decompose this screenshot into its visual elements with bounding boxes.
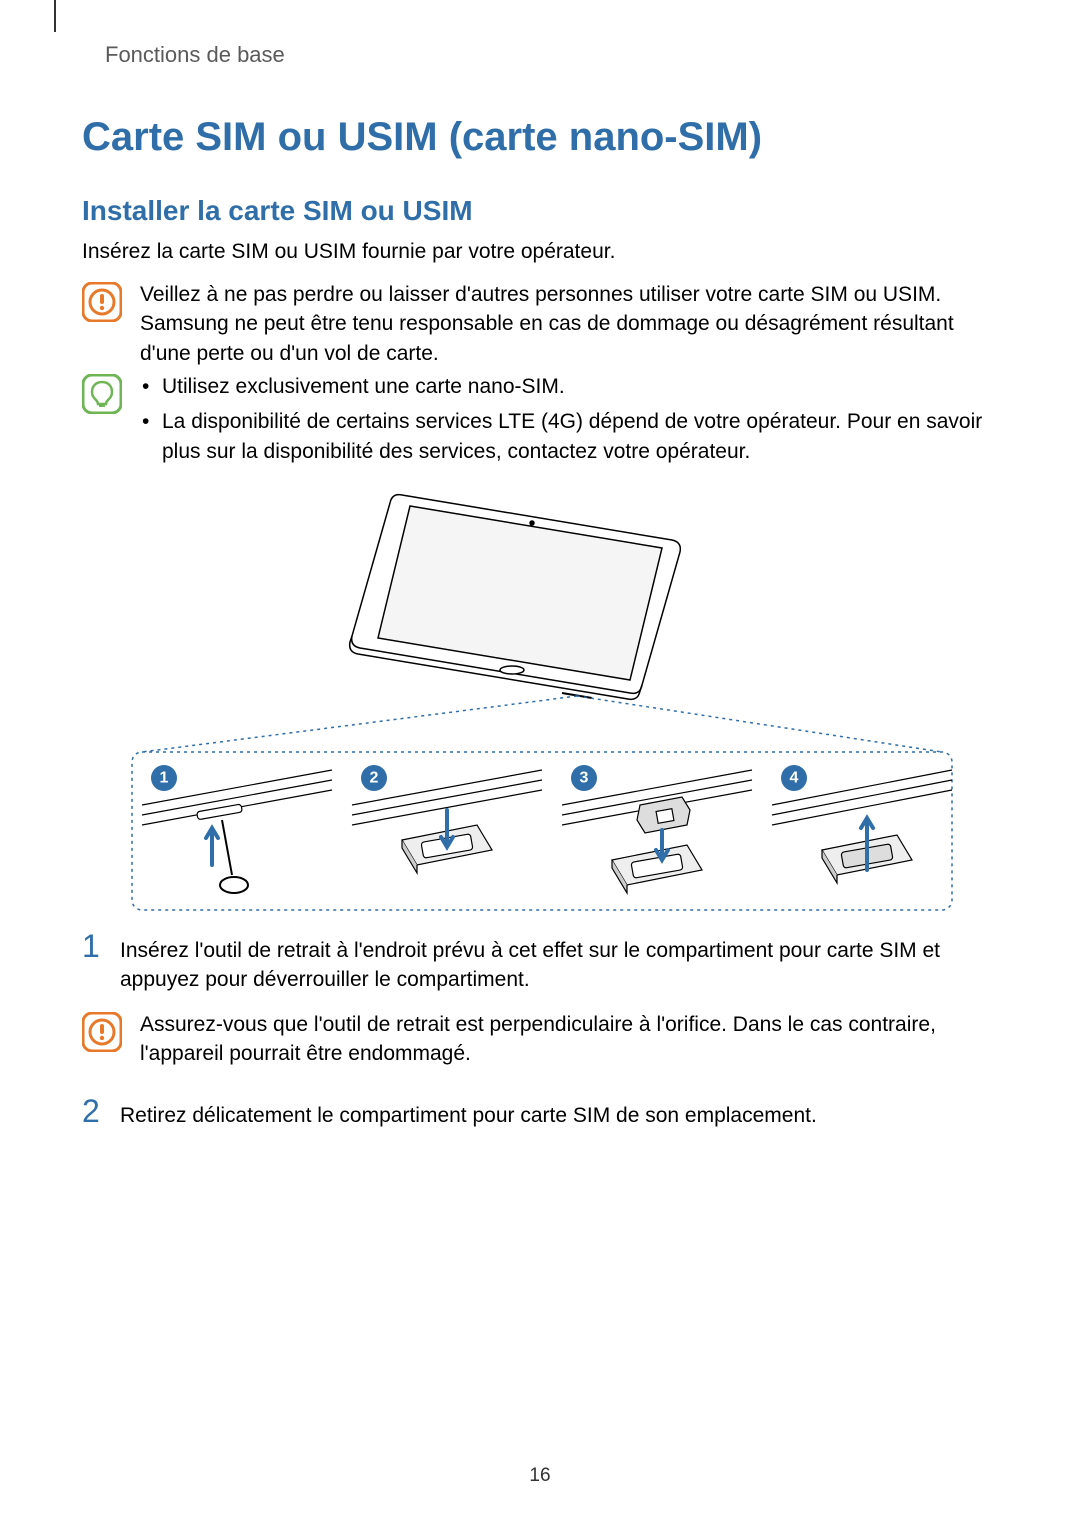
svg-text:3: 3 xyxy=(580,770,589,787)
section-title: Installer la carte SIM ou USIM xyxy=(82,195,473,227)
svg-text:2: 2 xyxy=(370,770,379,787)
breadcrumb: Fonctions de base xyxy=(105,42,285,68)
intro-paragraph: Insérez la carte SIM ou USIM fournie par… xyxy=(82,240,615,264)
diagram-step-3: 3 xyxy=(562,765,752,893)
note-bullet-1: Utilisez exclusivement une carte nano-SI… xyxy=(140,372,1002,401)
note-text: Utilisez exclusivement une carte nano-SI… xyxy=(140,372,1002,472)
step-text-1: Insérez l'outil de retrait à l'endroit p… xyxy=(120,930,1002,995)
note-bullet-2: La disponibilité de certains services LT… xyxy=(140,407,1002,466)
device-illustration xyxy=(350,495,681,700)
step-1: 1 Insérez l'outil de retrait à l'endroit… xyxy=(82,930,1002,995)
svg-text:4: 4 xyxy=(790,770,799,787)
warning-text-2: Assurez-vous que l'outil de retrait est … xyxy=(140,1010,1002,1069)
step-number-2: 2 xyxy=(82,1095,102,1127)
warning-text-1: Veillez à ne pas perdre ou laisser d'aut… xyxy=(140,280,1002,368)
diagram-step-2: 2 xyxy=(352,765,542,873)
step-text-2: Retirez délicatement le compartiment pou… xyxy=(120,1095,817,1130)
page-edge-mark xyxy=(54,0,56,32)
diagram-step-4: 4 xyxy=(772,765,952,883)
note-callout: Utilisez exclusivement une carte nano-SI… xyxy=(82,372,1002,472)
warning-callout-2: Assurez-vous que l'outil de retrait est … xyxy=(82,1010,1002,1069)
note-icon xyxy=(82,374,122,414)
page-title: Carte SIM ou USIM (carte nano-SIM) xyxy=(82,115,762,160)
warning-callout-1: Veillez à ne pas perdre ou laisser d'aut… xyxy=(82,280,1002,368)
page-number: 16 xyxy=(0,1465,1080,1487)
warning-icon xyxy=(82,282,122,322)
diagram-container: 1 2 xyxy=(82,470,1002,920)
diagram-step-1: 1 xyxy=(142,765,332,893)
step-number-1: 1 xyxy=(82,930,102,962)
step-2: 2 Retirez délicatement le compartiment p… xyxy=(82,1095,1002,1130)
svg-text:1: 1 xyxy=(160,770,169,787)
warning-icon xyxy=(82,1012,122,1052)
